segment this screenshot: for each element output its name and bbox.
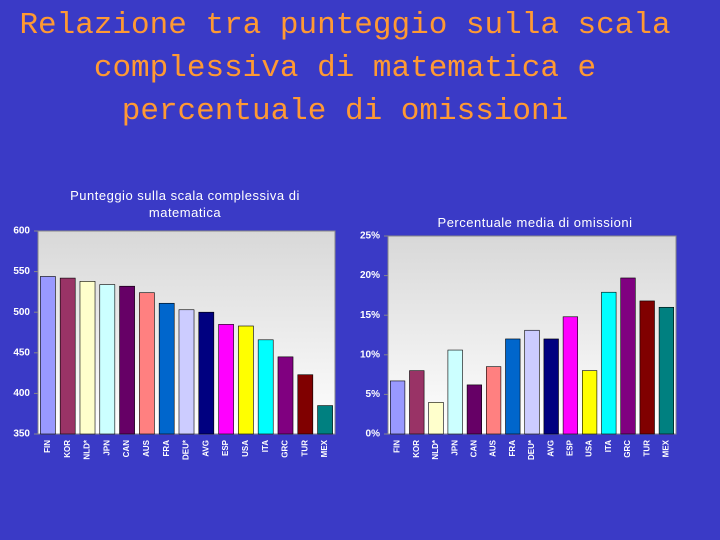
x-tick-label: TUR: [642, 440, 651, 457]
x-tick-label: KOR: [63, 440, 72, 458]
bar: [317, 405, 333, 435]
bar: [178, 309, 195, 435]
x-tick-label: DEU*: [182, 439, 191, 460]
bar: [447, 349, 463, 435]
bar: [119, 285, 135, 435]
bar: [428, 402, 444, 435]
y-tick-label: 5%: [366, 389, 381, 400]
x-tick-label: FRA: [508, 440, 517, 457]
x-tick-label: CAN: [470, 440, 479, 458]
x-tick-label: JPN: [450, 440, 459, 456]
y-tick-label: 450: [13, 347, 30, 358]
bar: [658, 306, 674, 435]
x-tick-label: TUR: [300, 440, 309, 457]
bar: [409, 370, 425, 435]
bar: [40, 276, 56, 435]
bar: [639, 300, 655, 435]
bar: [486, 366, 502, 435]
bar: [562, 316, 578, 435]
bar: [524, 329, 540, 435]
bar: [277, 356, 294, 435]
x-tick-label: NLD*: [83, 439, 92, 459]
bar: [99, 284, 116, 435]
x-tick-label: FRA: [162, 440, 171, 457]
bar: [466, 384, 482, 435]
x-tick-label: AUS: [489, 439, 498, 457]
bar: [582, 370, 598, 435]
y-tick-label: 400: [13, 388, 30, 399]
y-tick-label: 20%: [360, 270, 380, 281]
x-tick-label: ESP: [221, 439, 230, 456]
x-tick-label: AUS: [142, 439, 151, 457]
bar: [505, 338, 521, 435]
y-tick-label: 600: [13, 226, 30, 237]
x-tick-label: FIN: [393, 440, 402, 453]
y-tick-label: 550: [13, 266, 30, 277]
chart-title: Punteggio sulla scala complessiva di mat…: [70, 188, 300, 220]
bar: [158, 302, 175, 435]
x-tick-label: ITA: [604, 440, 613, 453]
x-tick-label: DEU*: [527, 439, 536, 460]
x-tick-label: MEX: [662, 439, 671, 457]
bar: [79, 281, 96, 435]
y-tick-label: 0%: [366, 429, 381, 440]
bar: [620, 277, 636, 435]
y-tick-label: 15%: [360, 310, 380, 321]
x-tick-label: ITA: [261, 440, 270, 453]
bar: [59, 277, 76, 435]
x-tick-label: NLD*: [431, 439, 440, 459]
bar: [139, 292, 155, 435]
x-tick-label: GRC: [281, 440, 290, 458]
bar: [390, 380, 406, 435]
y-tick-label: 10%: [360, 349, 380, 360]
x-tick-label: CAN: [122, 440, 131, 458]
x-tick-label: MEX: [320, 439, 329, 457]
x-tick-label: AVG: [201, 440, 210, 457]
bar: [297, 374, 314, 435]
x-tick-label: JPN: [102, 440, 111, 456]
x-tick-label: FIN: [43, 440, 52, 453]
y-tick-label: 25%: [360, 231, 380, 242]
slide-title: Relazione tra punteggio sulla scala comp…: [19, 8, 671, 129]
x-tick-label: USA: [241, 440, 250, 457]
y-tick-label: 500: [13, 307, 30, 318]
chart-title: Percentuale media di omissioni: [437, 215, 633, 230]
x-tick-label: ESP: [566, 439, 575, 456]
bar: [218, 324, 234, 435]
bar: [257, 339, 274, 435]
bar: [238, 325, 254, 435]
bar: [198, 311, 215, 435]
x-tick-label: GRC: [623, 440, 632, 458]
x-tick-label: KOR: [412, 440, 421, 458]
x-tick-label: AVG: [546, 440, 555, 457]
x-tick-label: USA: [585, 440, 594, 457]
bar: [543, 338, 559, 435]
y-tick-label: 350: [13, 429, 30, 440]
bar: [601, 291, 617, 435]
